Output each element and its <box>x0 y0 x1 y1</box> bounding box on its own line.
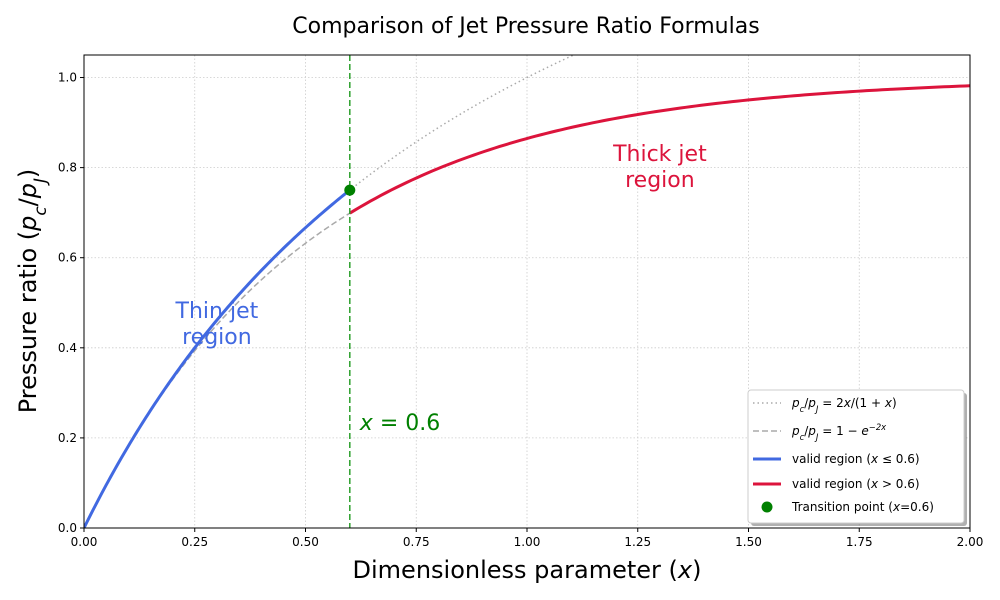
x-tick-label: 0.50 <box>292 535 319 549</box>
thin-jet-annotation: Thin jet region <box>175 299 259 350</box>
x-tick-label: 2.00 <box>957 535 984 549</box>
x-tick-label: 1.25 <box>624 535 651 549</box>
y-tick-label: 1.0 <box>58 71 77 85</box>
legend-swatch-marker <box>761 501 773 513</box>
x-axis-label: Dimensionless parameter (x) <box>353 556 702 584</box>
x-tick-label: 1.00 <box>514 535 541 549</box>
legend-items: pc/pJ = 2x/(1 + x) pc/pJ = 1 − e−2x valid … <box>753 396 934 514</box>
y-tick-label: 0.6 <box>58 251 77 265</box>
plot-series <box>84 55 970 528</box>
thick-jet-annotation: Thick jet region <box>612 142 707 193</box>
legend-entry-label: valid region (x ≤ 0.6) <box>792 452 920 466</box>
y-axis-label: Pressure ratio (pc/pJ) <box>14 169 50 414</box>
legend-entry-label: pc/pJ = 2x/(1 + x) <box>791 396 897 414</box>
x-tick-label: 1.75 <box>846 535 873 549</box>
y-tick-label: 0.4 <box>58 341 77 355</box>
y-tick-label: 0.0 <box>58 521 77 535</box>
legend-box <box>747 389 965 524</box>
region-annotations: x = 0.6 Thin jet region Thick jet region <box>175 142 708 436</box>
x-tick-label: 1.50 <box>735 535 762 549</box>
series-line-thin-jet <box>84 188 351 528</box>
transition-point-marker <box>344 184 356 196</box>
legend-entry-label: valid region (x > 0.6) <box>792 477 920 491</box>
legend: pc/pJ = 2x/(1 + x) pc/pJ = 1 − e−2x valid … <box>747 389 967 526</box>
vline-label: x = 0.6 <box>359 411 440 436</box>
series-line-thick-jet <box>349 84 970 215</box>
y-tick-label: 0.2 <box>58 431 77 445</box>
legend-entry-label: Transition point (x=0.6) <box>791 500 934 514</box>
axis-ticks: 0.00 0.25 0.50 0.75 1.00 1.25 1.50 1.75 2.00 0.0 0… <box>58 71 983 549</box>
chart-title: Comparison of Jet Pressure Ratio Formula… <box>292 14 759 39</box>
x-tick-label: 0.25 <box>181 535 208 549</box>
x-tick-label: 0.00 <box>71 535 98 549</box>
x-tick-label: 0.75 <box>403 535 430 549</box>
y-tick-label: 0.8 <box>58 161 77 175</box>
legend-entry-label: pc/pJ = 1 − e−2x <box>791 422 887 442</box>
